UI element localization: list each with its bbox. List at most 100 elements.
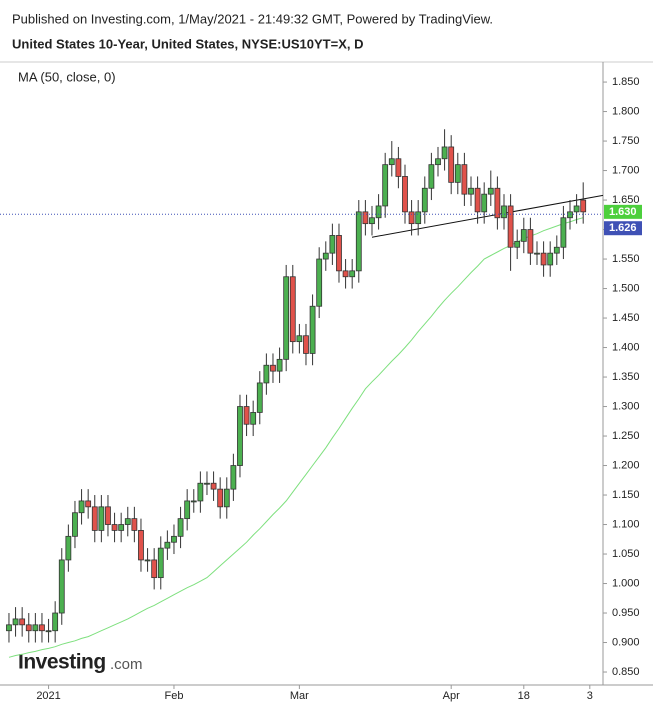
x-tick-label: 2021 (36, 690, 60, 702)
candle-body (204, 482, 210, 485)
candle-body (72, 512, 78, 537)
candle-body (270, 364, 276, 372)
candle-body (395, 158, 402, 177)
y-tick-label: 1.050 (612, 548, 640, 560)
y-tick-label: 1.850 (612, 76, 640, 88)
candle-body (487, 187, 494, 195)
candle-body (309, 305, 316, 354)
candle-body (474, 187, 481, 213)
candle-body (428, 164, 435, 189)
candle-body (303, 335, 309, 354)
candle-body (355, 211, 362, 272)
candle-body (547, 252, 554, 266)
y-tick-label: 1.350 (612, 371, 640, 383)
candle-body (534, 252, 540, 255)
candle-body (32, 624, 39, 632)
candle-body (78, 500, 85, 514)
y-tick-label: 1.750 (612, 135, 640, 147)
y-tick-label: 1.000 (612, 577, 640, 589)
candle-body (580, 199, 587, 213)
candle-body (520, 229, 527, 242)
candle-body (197, 482, 204, 502)
candle-body (184, 500, 191, 520)
logo-suffix: .com (110, 656, 143, 673)
candle-body (553, 246, 560, 254)
candle-body (388, 158, 395, 166)
candle-body (58, 559, 65, 614)
candle-body (501, 205, 507, 219)
candle-body (210, 482, 217, 490)
candle-body (454, 164, 461, 183)
candle-body (237, 406, 243, 466)
y-tick-label: 1.100 (612, 518, 640, 530)
y-tick-label: 1.800 (612, 105, 640, 117)
candle-body (91, 506, 98, 531)
candle-body (223, 488, 230, 508)
candle-body (494, 187, 501, 219)
candle-body (45, 630, 52, 633)
candle-body (567, 211, 573, 219)
ma-line (8, 217, 584, 658)
candle-body (243, 406, 250, 425)
candle-body (560, 217, 567, 248)
candle-body (19, 618, 26, 626)
plot-area (6, 129, 604, 658)
logo-main: Investing (18, 651, 106, 674)
trendline (371, 194, 604, 238)
candle-body (65, 535, 72, 561)
candle-body (157, 547, 164, 579)
candle-body (131, 518, 138, 531)
chart-title: United States 10-Year, United States, NY… (12, 36, 363, 51)
candle-body (415, 211, 422, 225)
y-tick-label: 1.650 (612, 194, 640, 206)
x-tick-label: Apr (443, 690, 460, 702)
candle-body (105, 506, 111, 525)
x-tick-label: 3 (587, 690, 593, 702)
candle-body (283, 276, 290, 360)
candle-body (138, 530, 144, 561)
price-label-box (604, 204, 642, 219)
candle-body (25, 624, 32, 632)
x-tick-label: Mar (290, 690, 309, 702)
y-tick-label: 1.150 (612, 489, 640, 501)
y-tick-label: 1.550 (612, 253, 640, 265)
candle-body (435, 158, 441, 166)
price-label-box (604, 221, 642, 236)
candle-body (468, 187, 474, 195)
y-tick-label: 0.950 (612, 607, 640, 619)
candle-body (329, 235, 336, 254)
candle-body (507, 205, 514, 248)
y-tick-label: 1.300 (612, 400, 640, 412)
candle-body (573, 205, 580, 213)
candle-body (124, 518, 131, 525)
candle-body (375, 205, 382, 219)
candle-body (217, 488, 224, 508)
x-tick-label: 18 (518, 690, 530, 702)
candle-body (144, 559, 151, 562)
y-tick-label: 0.900 (612, 636, 640, 648)
candle-body (230, 465, 237, 490)
candle-body (111, 524, 118, 531)
logo: Investing .com (18, 651, 143, 674)
candle-body (408, 211, 415, 225)
candle-body (342, 270, 349, 278)
candle-body (164, 541, 171, 549)
candle-body (481, 193, 488, 213)
candle-body (421, 187, 428, 213)
candle-body (448, 146, 455, 183)
candle-body (98, 506, 105, 531)
candle-body (349, 270, 356, 278)
y-tick-label: 1.500 (612, 282, 640, 294)
y-tick-label: 1.450 (612, 312, 640, 324)
candle-body (289, 276, 296, 343)
candle-body (369, 217, 375, 225)
candle-body (6, 624, 12, 632)
candle-body (514, 240, 521, 248)
candle-body (296, 335, 303, 343)
y-tick-label: 0.850 (612, 666, 640, 678)
candle-body (441, 146, 448, 160)
candle-body (39, 624, 45, 632)
